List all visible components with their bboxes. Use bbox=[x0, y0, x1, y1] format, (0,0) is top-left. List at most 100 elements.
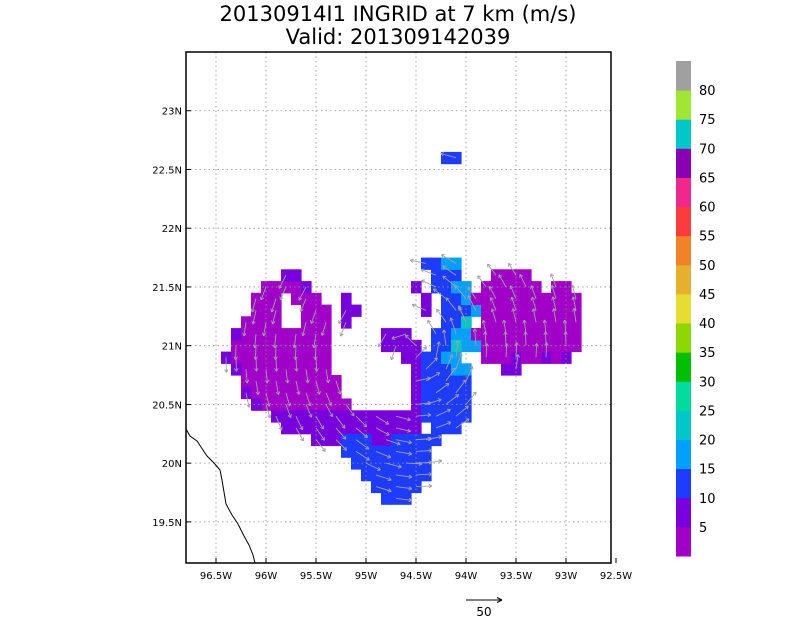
wind-cell bbox=[571, 328, 582, 341]
wind-vector bbox=[263, 322, 267, 337]
wind-cell bbox=[571, 292, 582, 306]
wind-vector bbox=[375, 486, 392, 492]
wind-vector-head bbox=[278, 426, 283, 431]
wind-vector-head bbox=[408, 497, 413, 503]
wind-vector-head bbox=[509, 285, 514, 290]
wind-cell bbox=[401, 351, 412, 364]
wind-vector-head bbox=[342, 435, 347, 440]
wind-vector bbox=[425, 357, 438, 370]
wind-vector-head bbox=[504, 343, 509, 347]
colorbar-label: 50 bbox=[699, 259, 716, 274]
wind-cell bbox=[301, 422, 312, 435]
wind-cell bbox=[541, 292, 552, 306]
wind-vector-head bbox=[285, 379, 290, 384]
wind-vector bbox=[325, 404, 333, 418]
colorbar-label: 55 bbox=[699, 230, 716, 245]
wind-vector bbox=[255, 380, 259, 395]
wind-cell bbox=[461, 363, 472, 376]
wind-vector-head bbox=[255, 391, 260, 395]
chart-title: 20130914I1 INGRID at 7 km (m/s) bbox=[220, 2, 577, 26]
wind-vector-head bbox=[234, 368, 239, 372]
y-axis: 19.5N 20N 20.5N 21N 21.5N 22N 22.5N 23N bbox=[152, 107, 191, 529]
colorbar-swatch bbox=[676, 410, 691, 440]
wind-vector bbox=[524, 331, 527, 346]
wind-cell bbox=[491, 281, 502, 294]
wind-cell bbox=[341, 445, 352, 458]
coastline bbox=[185, 428, 256, 564]
wind-vector-head bbox=[488, 285, 493, 290]
colorbar-label: 25 bbox=[699, 404, 716, 419]
wind-cell bbox=[441, 151, 452, 165]
wind-vector-head bbox=[490, 308, 495, 313]
wind-vector-head bbox=[428, 472, 433, 477]
wind-vector-head bbox=[458, 352, 463, 357]
wind-cell bbox=[431, 281, 442, 294]
wind-vector-head bbox=[404, 334, 409, 339]
wind-cell bbox=[451, 375, 462, 388]
wind-vector bbox=[340, 322, 347, 337]
wind-vector-head bbox=[438, 458, 443, 464]
wind-cell bbox=[421, 257, 432, 270]
wind-cell bbox=[291, 269, 302, 282]
wind-cell bbox=[321, 375, 332, 388]
colorbar-label: 30 bbox=[699, 375, 716, 390]
wind-vector-head bbox=[467, 286, 472, 291]
wind-cell bbox=[541, 351, 552, 364]
wind-vector bbox=[535, 343, 538, 358]
plot-frame bbox=[185, 51, 612, 564]
wind-cell bbox=[421, 386, 432, 400]
wind-vector bbox=[294, 345, 297, 360]
wind-vector bbox=[325, 369, 329, 384]
wind-vector-head bbox=[275, 391, 281, 395]
y-tick-label: 21.5N bbox=[152, 283, 182, 294]
wind-vector bbox=[271, 298, 277, 313]
wind-vector bbox=[435, 421, 452, 429]
plot-area: 96.5W 96W 95.5W 95W 94.5W 94W 93.5W 93W 92.5W 19… bbox=[152, 51, 632, 582]
wind-vector-head bbox=[427, 412, 432, 418]
wind-vector bbox=[467, 295, 477, 311]
wind-vector-head bbox=[385, 431, 390, 436]
wind-cell bbox=[301, 339, 312, 353]
wind-vector-head bbox=[278, 284, 283, 289]
wind-vector-head bbox=[510, 296, 515, 301]
wind-vector bbox=[321, 322, 327, 336]
wind-cell bbox=[561, 328, 572, 341]
wind-cell bbox=[441, 269, 452, 282]
wind-vector bbox=[504, 331, 507, 346]
wind-cell bbox=[441, 281, 452, 294]
wind-cell bbox=[501, 351, 512, 364]
wind-cell bbox=[441, 363, 452, 376]
wind-cell bbox=[431, 328, 442, 341]
wind-cell bbox=[291, 281, 302, 294]
wind-vector-head bbox=[447, 408, 451, 413]
wind-vector bbox=[295, 427, 304, 442]
wind-vector bbox=[415, 485, 433, 488]
wind-vector bbox=[441, 254, 457, 264]
wind-cell bbox=[381, 445, 392, 458]
wind-vector bbox=[465, 391, 477, 405]
wind-vector-head bbox=[511, 308, 516, 313]
wind-vector-head bbox=[472, 391, 477, 396]
wind-vector-head bbox=[267, 414, 272, 419]
colorbar-swatch bbox=[676, 468, 691, 499]
wind-vector bbox=[440, 153, 457, 159]
wind-vector bbox=[314, 345, 317, 360]
wind-cell bbox=[361, 445, 372, 458]
wind-vector-head bbox=[307, 402, 312, 407]
colorbar-swatch bbox=[676, 323, 691, 353]
wind-vector bbox=[315, 415, 324, 430]
colorbar-label: 45 bbox=[699, 288, 716, 303]
wind-vector-head bbox=[472, 328, 478, 333]
wind-vector-head bbox=[387, 488, 392, 493]
wind-vector bbox=[435, 409, 451, 417]
wind-vector-head bbox=[467, 295, 472, 300]
wind-vector-head bbox=[433, 357, 438, 362]
wind-cell bbox=[481, 316, 492, 329]
wind-cell bbox=[551, 351, 562, 364]
wind-cell bbox=[541, 304, 552, 317]
y-tick-label: 20N bbox=[162, 459, 182, 470]
wind-cell bbox=[461, 410, 472, 423]
wind-vector bbox=[293, 333, 297, 348]
wind-vector-head bbox=[242, 332, 247, 337]
wind-vector bbox=[551, 285, 557, 299]
